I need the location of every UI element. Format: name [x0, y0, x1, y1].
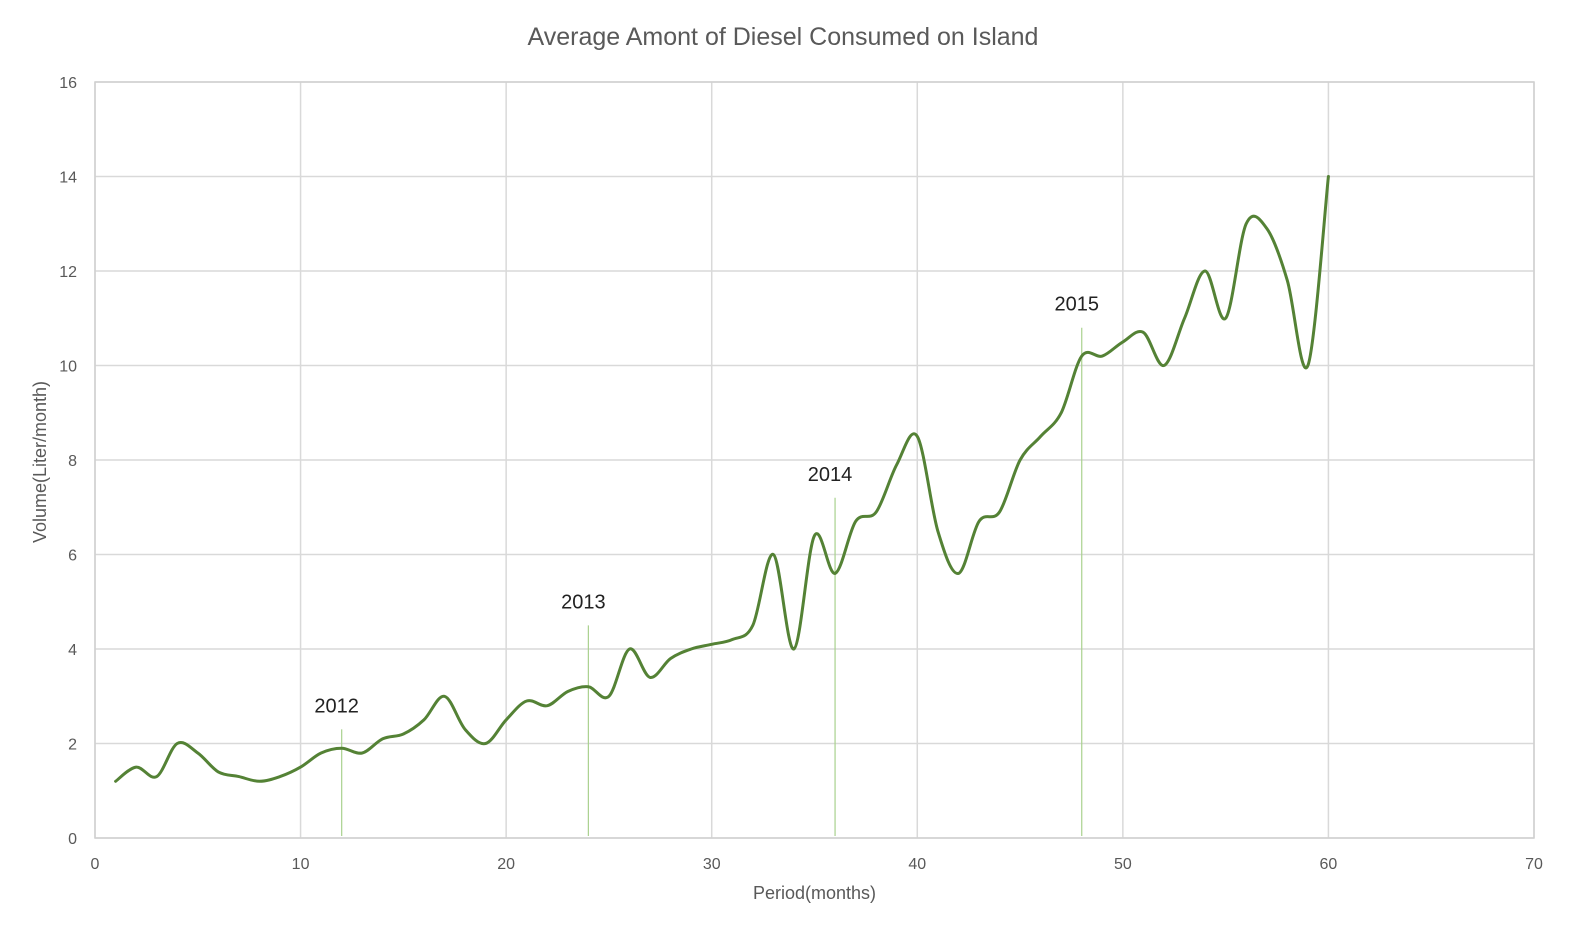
year-markers — [341, 327, 1083, 836]
y-axis-title: Volume(Liter/month) — [30, 381, 50, 543]
y-tick-label: 2 — [68, 737, 77, 754]
y-tick-label: 6 — [68, 548, 77, 565]
year-annotation-label: 2013 — [561, 591, 606, 613]
x-tick-label: 20 — [497, 856, 515, 873]
series-line — [114, 175, 1330, 783]
tick-labels: 0 2 4 6 8 10 12 14 16 0 10 20 30 40 50 60 70 — [59, 75, 1543, 873]
x-tick-label: 30 — [703, 856, 721, 873]
y-tick-label: 0 — [68, 831, 77, 848]
year-annotation-label: 2014 — [808, 464, 853, 486]
chart-title: Average Amont of Diesel Consumed on Isla… — [528, 23, 1039, 51]
x-tick-label: 60 — [1320, 856, 1338, 873]
plot-area-border — [94, 81, 1535, 839]
year-annotation-label: 2012 — [314, 695, 359, 717]
x-tick-label: 0 — [91, 856, 100, 873]
y-tick-label: 8 — [68, 453, 77, 470]
y-tick-label: 4 — [68, 642, 77, 659]
series-layer — [114, 175, 1330, 783]
y-tick-label: 10 — [59, 359, 77, 376]
year-annotation-label: 2015 — [1054, 294, 1099, 316]
x-tick-label: 50 — [1114, 856, 1132, 873]
gridlines — [94, 81, 1535, 839]
x-tick-label: 70 — [1525, 856, 1543, 873]
year-annotations: 2012 2013 2014 2015 — [314, 294, 1099, 718]
x-tick-label: 10 — [292, 856, 310, 873]
y-tick-label: 14 — [59, 170, 77, 187]
x-tick-label: 40 — [908, 856, 926, 873]
x-axis-title: Period(months) — [753, 883, 876, 903]
y-tick-label: 16 — [59, 75, 77, 92]
y-tick-label: 12 — [59, 264, 77, 281]
